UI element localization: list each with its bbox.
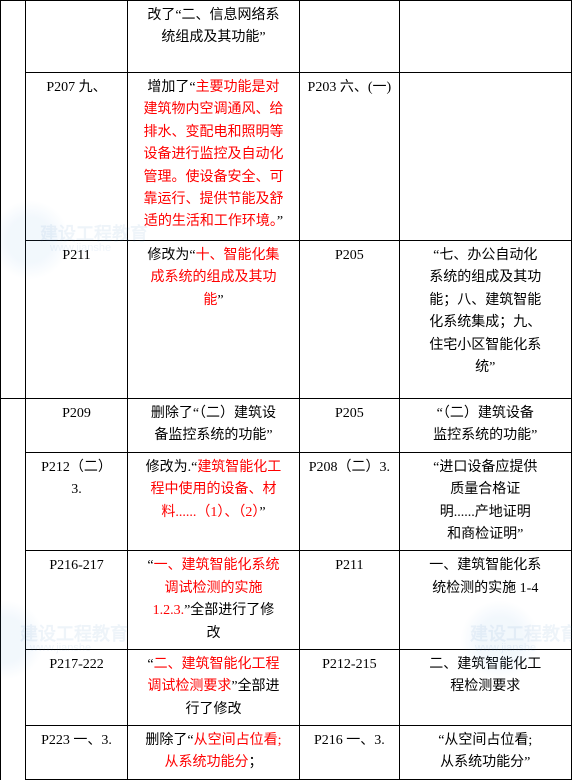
table-cell: [300, 1, 399, 73]
table-cell: “一、建筑智能化系统调试检测的实施1.2.3.”全部进行了修改: [127, 551, 299, 650]
table-cell: 修改为“十、智能化集成系统的组成及其功能”: [127, 241, 299, 399]
table-cell: P203 六、(一): [300, 73, 399, 241]
table-cell: “七、办公自动化系统的组成及其功能；八、建筑智能化系统集成；九、住宅小区智能化系…: [399, 241, 571, 399]
table-cell: P211: [300, 551, 399, 650]
table-cell: P217-222: [26, 649, 127, 725]
table-cell: 增加了“主要功能是对建筑物内空调通风、给排水、变配电和照明等设备进行监控及自动化…: [127, 73, 299, 241]
table-cell: 修改为.“建筑智能化工程中使用的设备、材料......（1）、（2）”: [127, 452, 299, 551]
table-cell: P207 九、: [26, 73, 127, 241]
group-cell: [1, 1, 26, 399]
table-cell: “进口设备应提供质量合格证明......产地证明和商检证明”: [399, 452, 571, 551]
table-cell: “（二）建筑设备监控系统的功能”: [399, 399, 571, 453]
table-cell: 二、建筑智能化工程检测要求: [399, 649, 571, 725]
table-cell: 删除了“（二）建筑设备监控系统的功能”: [127, 399, 299, 453]
table-cell: P223 一、3.: [26, 726, 127, 780]
table-cell: P205: [300, 241, 399, 399]
table-cell: P216-217: [26, 551, 127, 650]
table-cell: 删除了“从空间占位看;从系统功能分；: [127, 726, 299, 780]
table-cell: [399, 1, 571, 73]
table-cell: P208（二）3.: [300, 452, 399, 551]
table-cell: “从空间占位看;从系统功能分”: [399, 726, 571, 780]
table-cell: P211: [26, 241, 127, 399]
table-cell: 一、建筑智能化系统检测的实施 1-4: [399, 551, 571, 650]
comparison-table: 改了“二、信息网络系统组成及其功能”P207 九、增加了“主要功能是对建筑物内空…: [0, 0, 572, 780]
table-cell: P216 一、3.: [300, 726, 399, 780]
table-cell: [26, 1, 127, 73]
table-cell: P205: [300, 399, 399, 453]
table-cell: P212（二）3.: [26, 452, 127, 551]
group-cell: [1, 399, 26, 780]
table-cell: P212-215: [300, 649, 399, 725]
table-cell: P209: [26, 399, 127, 453]
table-cell: “二、建筑智能化工程调试检测要求”全部进行了修改: [127, 649, 299, 725]
table-cell: [399, 73, 571, 241]
table-cell: 改了“二、信息网络系统组成及其功能”: [127, 1, 299, 73]
